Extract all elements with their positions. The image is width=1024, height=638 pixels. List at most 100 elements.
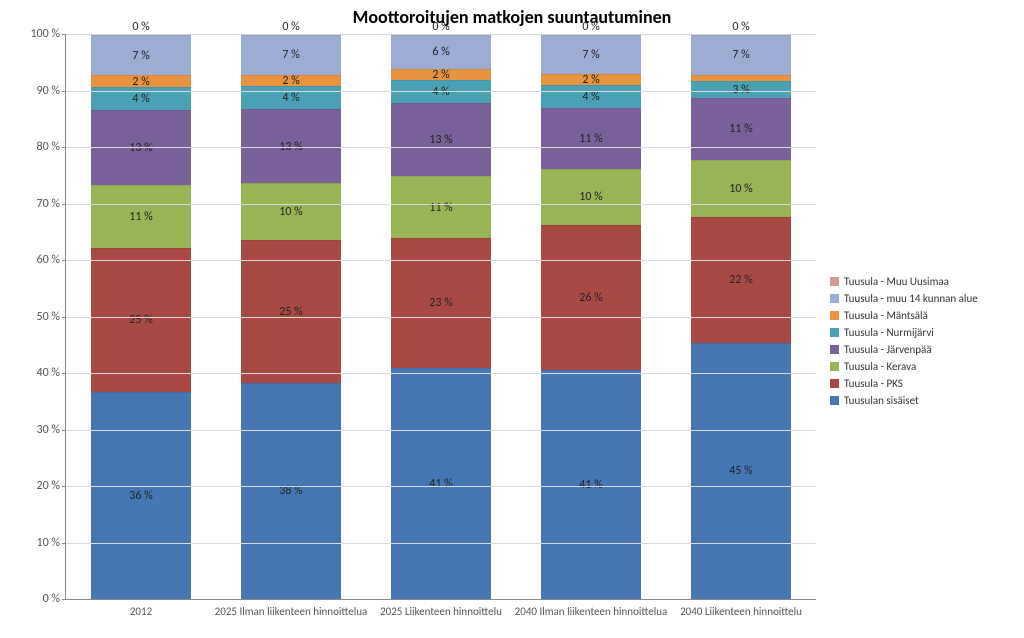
y-tick-label: 80 % — [37, 140, 60, 154]
segment-label: 41 % — [429, 477, 452, 491]
segment: 41 % — [391, 368, 491, 599]
segment-label: 11 % — [579, 132, 602, 146]
segment-label: 10 % — [279, 205, 302, 219]
segment: 10 % — [541, 169, 641, 225]
segment-label: 10 % — [729, 182, 752, 196]
chart-title: Moottoroitujen matkojen suuntautuminen — [0, 6, 1024, 28]
segment-label: 0 % — [432, 20, 449, 34]
legend-swatch — [830, 328, 839, 337]
y-tick-mark — [62, 317, 66, 318]
y-tick-mark — [62, 430, 66, 431]
segment: 26 % — [541, 225, 641, 370]
segment-label: 6 % — [432, 45, 449, 59]
segment-label: 45 % — [729, 464, 752, 478]
segment: 11 % — [91, 185, 191, 248]
y-tick-mark — [62, 147, 66, 148]
gridline — [66, 373, 816, 374]
legend-item: Tuusula - Mäntsälä — [830, 309, 978, 322]
legend-item: Tuusula - muu 14 kunnan alue — [830, 292, 978, 305]
y-tick-label: 60 % — [37, 253, 60, 267]
segment: 2 % — [541, 74, 641, 85]
y-tick-label: 90 % — [37, 84, 60, 98]
segment-label: 4 % — [432, 85, 449, 99]
y-tick-mark — [62, 543, 66, 544]
legend-label: Tuusula - Mäntsälä — [844, 309, 928, 322]
legend-swatch — [830, 277, 839, 286]
x-axis-label: 2040 Liikenteen hinnoittelu — [680, 605, 802, 618]
segment-label: 10 % — [579, 190, 602, 204]
segment: 3 % — [691, 81, 791, 98]
legend-swatch — [830, 396, 839, 405]
segment-label: 2 % — [132, 75, 149, 89]
segment: 22 % — [691, 217, 791, 342]
segment: 25 % — [91, 248, 191, 392]
gridline — [66, 147, 816, 148]
legend-label: Tuusula - Nurmijärvi — [844, 326, 934, 339]
segment: 11 % — [541, 108, 641, 169]
segment-label: 7 % — [282, 48, 299, 62]
segment-label: 0 % — [582, 20, 599, 34]
legend-label: Tuusula - PKS — [844, 377, 903, 390]
segment: 1 % — [691, 75, 791, 81]
legend-swatch — [830, 294, 839, 303]
segment: 7 % — [691, 35, 791, 75]
segment-label: 11 % — [129, 210, 152, 224]
x-axis-label: 2012 — [130, 605, 152, 618]
x-axis-label: 2040 Ilman liikenteen hinnoittelua — [515, 605, 668, 618]
y-tick-label: 50 % — [37, 310, 60, 324]
segment-label: 7 % — [582, 48, 599, 62]
legend-item: Tuusula - PKS — [830, 377, 978, 390]
segment-label: 4 % — [132, 92, 149, 106]
gridline — [66, 204, 816, 205]
segment-label: 2 % — [582, 73, 599, 87]
segment: 41 % — [541, 370, 641, 599]
segment-label: 36 % — [129, 489, 152, 503]
y-tick-mark — [62, 373, 66, 374]
y-tick-mark — [62, 204, 66, 205]
segment: 7 % — [541, 35, 641, 74]
legend-item: Tuusulan sisäiset — [830, 394, 978, 407]
segment-label: 25 % — [129, 313, 152, 327]
chart-container: Moottoroitujen matkojen suuntautuminen 3… — [0, 0, 1024, 638]
y-tick-label: 10 % — [37, 536, 60, 550]
gridline — [66, 430, 816, 431]
gridline — [66, 543, 816, 544]
y-tick-label: 30 % — [37, 423, 60, 437]
segment: 36 % — [91, 392, 191, 599]
y-tick-mark — [62, 34, 66, 35]
gridline — [66, 260, 816, 261]
segment-label: 2 % — [432, 68, 449, 82]
segment: 11 % — [391, 176, 491, 238]
segment-label: 0 % — [732, 20, 749, 34]
segment: 13 % — [391, 103, 491, 176]
gridline — [66, 317, 816, 318]
y-tick-mark — [62, 486, 66, 487]
gridline — [66, 486, 816, 487]
plot-area: 36 %25 %11 %13 %4 %2 %7 %0 %201238 %25 %… — [65, 34, 816, 600]
segment-label: 4 % — [282, 91, 299, 105]
segment: 25 % — [241, 240, 341, 382]
legend-swatch — [830, 379, 839, 388]
legend-label: Tuusula - Kerava — [844, 360, 916, 373]
segment-label: 22 % — [729, 273, 752, 287]
segment: 2 % — [241, 75, 341, 86]
y-tick-label: 20 % — [37, 479, 60, 493]
segment-label: 11 % — [729, 122, 752, 136]
segment-label: 0 % — [132, 20, 149, 34]
segment: 2 % — [91, 75, 191, 87]
legend-item: Tuusula - Kerava — [830, 360, 978, 373]
segment: 38 % — [241, 383, 341, 599]
legend: Tuusula - Muu UusimaaTuusula - muu 14 ku… — [830, 275, 978, 411]
y-tick-label: 100 % — [30, 27, 60, 41]
segment: 10 % — [241, 183, 341, 240]
segment-label: 7 % — [132, 49, 149, 63]
segment: 10 % — [691, 160, 791, 217]
segment-label: 4 % — [582, 90, 599, 104]
x-axis-label: 2025 Liikenteen hinnoittelu — [380, 605, 502, 618]
segment-label: 0 % — [282, 20, 299, 34]
segment: 6 % — [391, 35, 491, 69]
segment-label: 2 % — [282, 74, 299, 88]
legend-label: Tuusula - Järvenpää — [844, 343, 932, 356]
gridline — [66, 91, 816, 92]
segment: 11 % — [691, 98, 791, 161]
